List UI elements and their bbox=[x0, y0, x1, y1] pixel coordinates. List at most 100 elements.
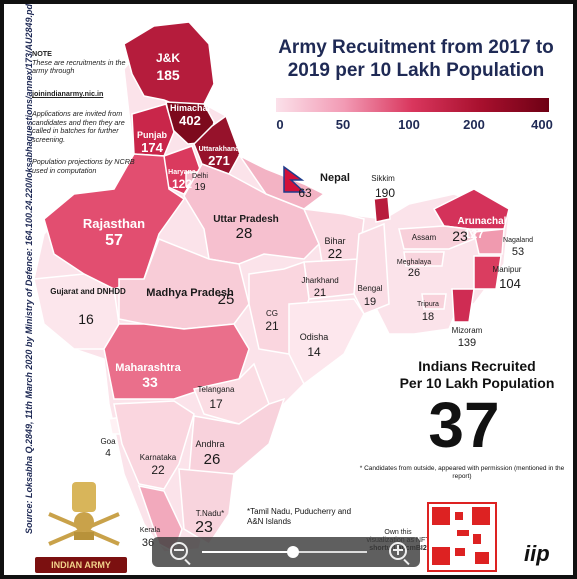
label-sikkim-value: 190 bbox=[375, 186, 395, 200]
label-mp-name: Madhya Pradesh bbox=[146, 287, 234, 299]
label-arunachal-name: Arunachal bbox=[458, 216, 507, 227]
label-tn-value: 23 bbox=[195, 519, 213, 536]
zoom-slider[interactable] bbox=[202, 546, 367, 558]
region-nepal bbox=[237, 154, 326, 210]
zoom-out-icon[interactable] bbox=[170, 542, 188, 560]
label-odisha-name: Odisha bbox=[300, 332, 329, 342]
label-odisha-value: 14 bbox=[307, 345, 321, 359]
label-bengal-value: 19 bbox=[364, 296, 376, 308]
summary-title: Indians Recruited Per 10 Lakh Population bbox=[382, 358, 572, 392]
region-nagaland bbox=[473, 228, 505, 255]
note-heading: NOTE bbox=[32, 49, 52, 58]
legend-tick: 0 bbox=[276, 117, 284, 132]
chart-title: Army Recuitment from 2017 to 2019 per 10… bbox=[266, 36, 566, 82]
label-goa-name: Goa bbox=[100, 437, 116, 446]
label-up-value: 28 bbox=[236, 225, 253, 242]
label-nagaland-name: Nagaland bbox=[503, 237, 533, 244]
region-tn bbox=[178, 468, 235, 546]
region-maharashtra bbox=[103, 323, 250, 400]
label-telangana-name: Telangana bbox=[198, 385, 235, 394]
label-andhra-value: 26 bbox=[204, 451, 221, 468]
label-punjab-value: 174 bbox=[141, 140, 163, 155]
label-punjab-name: Punjab bbox=[137, 130, 168, 140]
label-mizoram-name: Mizoram bbox=[452, 326, 483, 335]
label-gujarat-name: Gujarat and DNHDD bbox=[50, 287, 126, 296]
region-mizoram bbox=[451, 288, 475, 323]
label-maharashtra-name: Maharashtra bbox=[115, 362, 181, 374]
label-gujarat-value: 16 bbox=[78, 311, 94, 327]
label-rajasthan-value: 57 bbox=[105, 232, 123, 249]
note-link[interactable]: joinindianarmy.nic.in bbox=[32, 89, 104, 98]
label-jharkhand-name: Jharkhand bbox=[301, 276, 338, 285]
label-andhra-name: Andhra bbox=[195, 439, 224, 449]
region-punjab bbox=[131, 103, 175, 157]
note-text-3: Population projections by NCRB used in c… bbox=[32, 157, 135, 175]
army-emblem-icon bbox=[48, 482, 120, 546]
label-delhi-value: 19 bbox=[194, 182, 206, 193]
summary-title-line-1: Indians Recruited bbox=[418, 358, 536, 374]
label-manipur-value: 104 bbox=[499, 276, 521, 291]
zoom-slider-thumb[interactable] bbox=[286, 546, 299, 558]
label-karnataka-value: 22 bbox=[151, 463, 165, 477]
label-haryana-name: Haryana bbox=[168, 169, 196, 176]
region-bengal bbox=[353, 222, 390, 315]
legend-tick: 400 bbox=[531, 117, 553, 132]
legend-tick: 200 bbox=[463, 117, 485, 132]
color-legend bbox=[276, 98, 549, 112]
label-kerala-value: 36 bbox=[142, 537, 154, 549]
summary-title-line-2: Per 10 Lakh Population bbox=[399, 375, 555, 391]
label-cg-name: CG bbox=[266, 309, 278, 318]
label-manipur-name: Manipur bbox=[493, 265, 522, 274]
zoom-in-icon[interactable] bbox=[389, 542, 407, 560]
region-meghalaya bbox=[403, 251, 445, 267]
label-nepal-name: Nepal bbox=[320, 172, 350, 184]
label-meghalaya-name: Meghalaya bbox=[397, 259, 431, 266]
zoom-slider-fill bbox=[202, 551, 293, 553]
label-assam-value: 23 bbox=[452, 228, 468, 244]
india-map: J&K 185 Himachal 402 Punjab 174 Uttarakh… bbox=[33, 21, 533, 554]
zoom-control-bar bbox=[152, 537, 420, 567]
note-text-2: Applications are invited from candidates… bbox=[32, 109, 125, 144]
label-jharkhand-value: 21 bbox=[314, 287, 326, 299]
label-tn-name: T.Nadu* bbox=[196, 509, 224, 518]
region-tripura bbox=[421, 293, 447, 310]
summary-footnote: * Candidates from outside, appeared with… bbox=[359, 465, 565, 480]
label-himachal-name: Himachal bbox=[170, 103, 210, 113]
label-meghalaya-value: 26 bbox=[408, 267, 420, 279]
note-text-1: These are recruitments in the army throu… bbox=[32, 57, 126, 76]
source-text: Source: Loksabha Q.2849, 11th March 2020… bbox=[24, 4, 34, 534]
label-assam-name: Assam bbox=[412, 233, 437, 242]
note-block: NOTE These are recruitments in the army … bbox=[32, 49, 137, 76]
label-jk-name: J&K bbox=[156, 51, 180, 65]
label-tripura-name: Tripura bbox=[417, 301, 439, 308]
legend-tick: 50 bbox=[335, 117, 351, 132]
label-arunachal-value: 127 bbox=[464, 227, 484, 241]
label-kerala-name: Kerala bbox=[140, 527, 160, 534]
qr-code-icon[interactable] bbox=[427, 502, 497, 572]
tn-footnote: *Tamil Nadu, Puducherry and A&N Islands bbox=[247, 507, 352, 526]
label-maharashtra-value: 33 bbox=[142, 374, 158, 390]
label-delhi-name: Delhi bbox=[192, 173, 208, 180]
label-bengal-name: Bengal bbox=[358, 284, 383, 293]
label-nagaland-value: 53 bbox=[512, 246, 524, 258]
army-label: INDIAN ARMY bbox=[35, 557, 127, 573]
region-up bbox=[183, 163, 320, 265]
label-jk-value: 185 bbox=[156, 67, 180, 83]
label-nepal-value: 63 bbox=[298, 186, 312, 200]
label-rajasthan-name: Rajasthan bbox=[83, 216, 145, 231]
infographic: J&K 185 Himachal 402 Punjab 174 Uttarakh… bbox=[4, 4, 573, 575]
region-sikkim bbox=[373, 196, 391, 223]
label-uttarakhand-name: Uttarakhand bbox=[199, 146, 240, 153]
label-cg-value: 21 bbox=[265, 319, 279, 333]
legend-tick: 100 bbox=[398, 117, 420, 132]
region-odisha bbox=[288, 298, 365, 386]
title-line-1: Army Recuitment from 2017 to bbox=[278, 37, 554, 58]
label-karnataka-name: Karnataka bbox=[140, 453, 177, 462]
label-haryana-value: 122 bbox=[172, 177, 192, 191]
label-tripura-value: 18 bbox=[422, 311, 434, 323]
label-bihar-name: Bihar bbox=[324, 236, 345, 246]
region-karnataka bbox=[113, 400, 195, 490]
label-bihar-value: 22 bbox=[328, 246, 342, 261]
brand-logo: iip bbox=[524, 541, 550, 566]
title-line-2: 2019 per 10 Lakh Population bbox=[287, 60, 545, 81]
